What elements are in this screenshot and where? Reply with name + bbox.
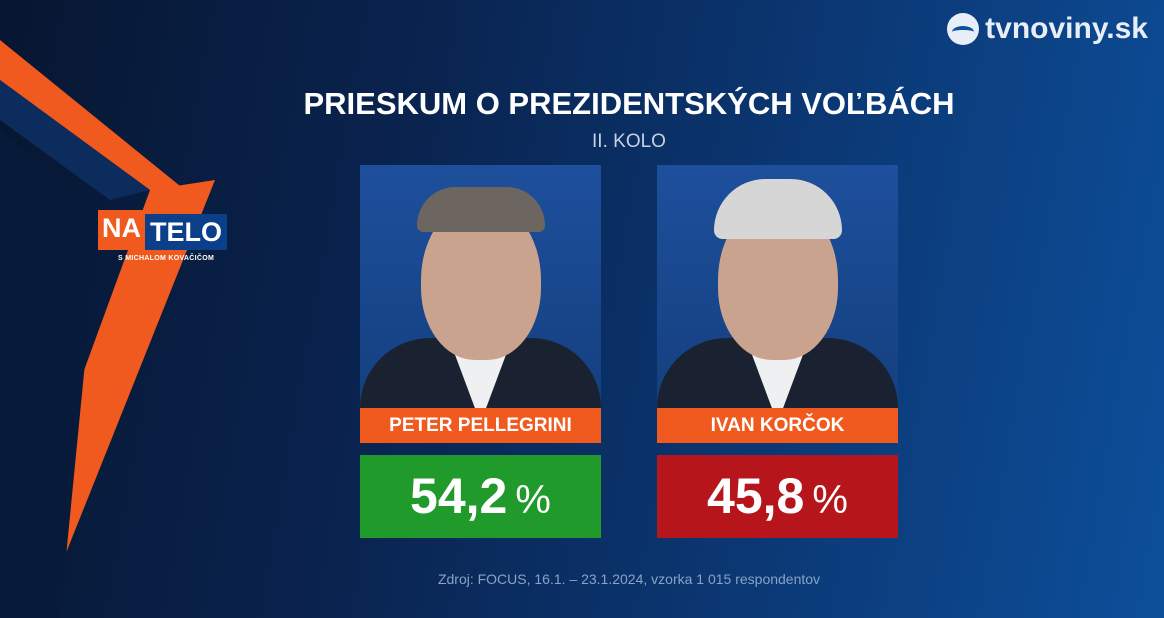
page-title: PRIESKUM O PREZIDENTSKÝCH VOĽBÁCH bbox=[303, 86, 955, 121]
decorative-stripes bbox=[0, 40, 215, 618]
tvnoviny-logo-text: tvnoviny.sk bbox=[985, 12, 1148, 45]
logo-na: NA bbox=[98, 210, 145, 250]
candidate-card-pellegrini: PETER PELLEGRINI 54,2% bbox=[360, 165, 601, 538]
candidate-photo bbox=[657, 165, 898, 408]
result-unit: % bbox=[812, 478, 848, 522]
candidate-result: 54,2% bbox=[360, 455, 601, 538]
tvnoviny-logo-icon bbox=[947, 13, 980, 45]
source-note: Zdroj: FOCUS, 16.1. – 23.1.2024, vzorka … bbox=[437, 571, 821, 587]
result-unit: % bbox=[515, 478, 551, 522]
na-telo-logo: NA TELO S MICHALOM KOVAČIČOM bbox=[98, 210, 227, 262]
logo-telo: TELO bbox=[145, 214, 227, 250]
tvnoviny-logo: tvnoviny.sk bbox=[947, 12, 1148, 46]
candidate-name: IVAN KORČOK bbox=[657, 408, 898, 443]
candidate-card-korcok: IVAN KORČOK 45,8% bbox=[657, 165, 898, 538]
candidate-name: PETER PELLEGRINI bbox=[360, 408, 601, 443]
result-value: 45,8 bbox=[707, 468, 805, 524]
logo-subtitle: S MICHALOM KOVAČIČOM bbox=[118, 255, 215, 262]
round-label: II. KOLO bbox=[592, 131, 666, 152]
candidate-photo bbox=[360, 165, 601, 408]
result-value: 54,2 bbox=[410, 468, 508, 524]
candidate-result: 45,8% bbox=[657, 455, 898, 538]
